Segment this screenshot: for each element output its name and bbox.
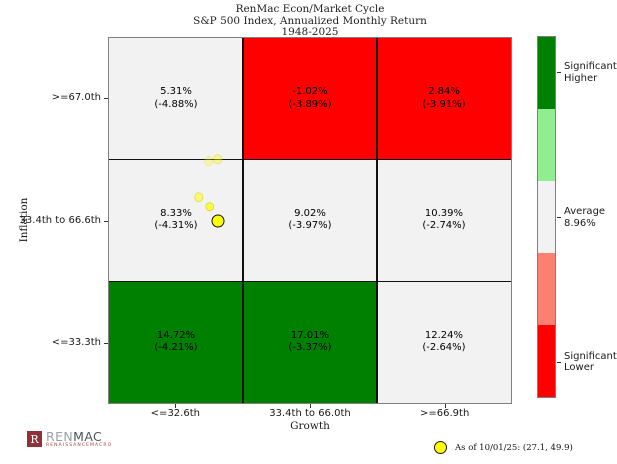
heatmap-cell-r1c1: 5.31% (-4.88%) [109,38,243,160]
colorbar-segment-5 [538,325,555,397]
heatmap-cell-r3c2: 17.01% (-3.37%) [242,281,377,403]
x-tick-2 [310,404,311,408]
grid-line-horizontal-2 [109,280,511,283]
x-tick-3 [444,404,446,408]
current-point-marker-icon [434,441,447,454]
heatmap-cell-r2c3: 10.39% (-2.74%) [376,159,511,282]
cell-sub-value: (-3.89%) [288,98,332,110]
colorbar-segment-4 [538,253,555,325]
x-tick-label-1: <=32.6th [150,408,200,419]
grid-lines [109,38,511,403]
heatmap-cell-r3c1: 14.72% (-4.21%) [109,281,243,403]
y-tick-label-2: 33.4th to 66.6th [19,214,101,226]
grid-line-horizontal-1 [109,158,511,161]
x-tick-label-3: >=66.9th [420,408,470,419]
cell-sub-value: (-2.74%) [422,220,466,232]
cell-sub-value: (-3.91%) [422,98,466,110]
cell-sub-value: (-3.37%) [288,342,332,354]
heatmap-cell-r1c3: 2.84% (-3.91%) [376,38,511,160]
heatmap-cells: 5.31% (-4.88%) -1.02% (-3.89%) 2.84% (-3.91%)… [109,38,511,403]
cell-return-value: 12.24% [424,329,464,341]
colorbar-label-3: Average 8.96% [564,206,606,229]
colorbar-tick-1 [557,72,561,74]
grid-line-vertical-1 [242,38,244,403]
cell-sub-value: (-4.21%) [154,342,198,354]
y-tick-label-1: >=67.0th [51,92,101,104]
plot-area: 5.31% (-4.88%) -1.02% (-3.89%) 2.84% (-3.91%)… [108,37,512,404]
y-tick-2 [104,220,108,222]
cell-return-value: 14.72% [156,329,196,341]
chart-title: RenMac Econ/Market Cycle [235,3,385,15]
y-tick-label-3: <=33.3th [51,336,101,348]
renmac-logo-name-ren: REN [46,429,74,444]
colorbar-label-1: SignificantlyHigher [564,61,617,84]
renmac-logo-text: RENMAC RENAISSANCEMACRO [46,429,113,449]
cell-sub-value: (-4.88%) [154,98,198,110]
y-tick-3 [104,342,108,344]
trail-dot-3 [193,192,204,202]
cell-return-value: 5.31% [160,86,192,98]
x-tick-1 [175,404,177,408]
renmac-logo-name: RENMAC [46,429,112,444]
chart-subtitle: S&P 500 Index, Annualized Monthly Return [193,14,427,27]
renmac-logo-mark-icon: R [27,431,42,447]
cell-sub-value: (-2.64%) [422,342,466,354]
as-of-legend: As of 10/01/25: (27.1, 49.9) [434,441,573,454]
heatmap-cell-r2c2: 9.02% (-3.97%) [242,159,377,282]
trail-dot-2 [212,154,223,164]
colorbar-segment-2 [538,109,555,181]
cell-return-value: 8.33% [160,207,192,219]
cell-return-value: 2.84% [428,86,460,98]
colorbar-label-5: SignificantlyLower [564,350,617,374]
colorbar-tick-3 [557,217,561,218]
x-axis-title: Growth [290,420,330,432]
renmac-logo: R RENMAC RENAISSANCEMACRO [27,429,113,449]
current-point-dot [211,214,225,228]
heatmap-cell-r1c2: -1.02% (-3.89%) [242,38,377,160]
trail-dots-layer [109,38,511,403]
colorbar-segment-1 [538,37,555,109]
grid-line-vertical-2 [376,38,378,403]
cell-sub-value: (-3.97%) [288,220,332,232]
y-tick-1 [104,98,108,100]
cell-sub-value: (-4.31%) [154,220,198,232]
cell-return-value: -1.02% [292,86,328,98]
renmac-logo-tagline: RENAISSANCEMACRO [46,443,113,448]
as-of-legend-text: As of 10/01/25: (27.1, 49.9) [455,442,573,453]
colorbar-tick-5 [557,361,561,363]
cell-return-value: 17.01% [290,329,330,341]
colorbar-segment-3 [538,181,555,253]
trail-dot-4 [204,202,215,212]
chart-period: 1948-2025 [281,26,339,38]
chart-title-block: RenMac Econ/Market Cycle S&P 500 Index, … [108,3,512,39]
cell-return-value: 9.02% [294,207,326,219]
colorbar [537,36,556,398]
renmac-logo-name-mac: MAC [73,429,103,444]
cell-return-value: 10.39% [424,207,464,219]
y-axis-title: Inflation [18,197,30,243]
x-tick-label-2: 33.4th to 66.0th [269,408,351,419]
heatmap-cell-r3c3: 12.24% (-2.64%) [376,281,511,403]
